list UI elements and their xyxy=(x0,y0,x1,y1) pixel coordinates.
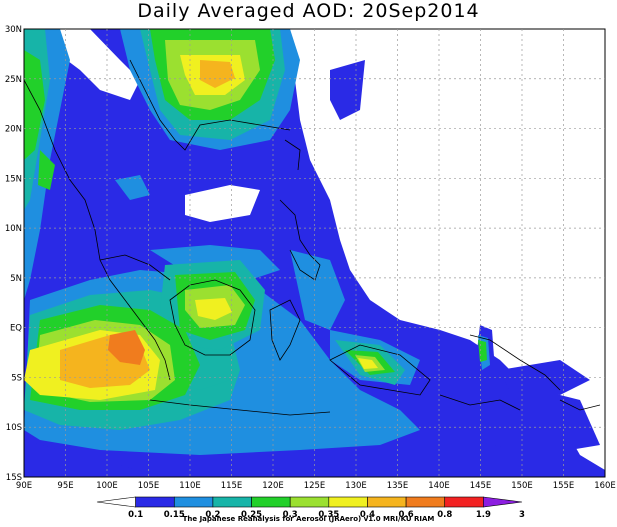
colorbar-label: 0.6 xyxy=(399,510,414,520)
colorbar-segment xyxy=(328,496,368,508)
lon-tick-label: 105E xyxy=(138,481,160,491)
lat-tick-label: 30N xyxy=(5,25,22,35)
colorbar-label: 0.4 xyxy=(360,510,375,520)
colorbar-label: 3 xyxy=(519,510,525,520)
lon-tick-label: 90E xyxy=(16,481,32,491)
lon-tick-label: 145E xyxy=(470,481,492,491)
lat-tick-label: 10S xyxy=(6,423,22,433)
lon-tick-label: 110E xyxy=(179,481,201,491)
lat-tick-label: 20N xyxy=(5,125,22,135)
lon-tick-label: 120E xyxy=(262,481,284,491)
map-title: Daily Averaged AOD: 20Sep2014 xyxy=(137,0,480,22)
aod-field xyxy=(24,29,605,477)
colorbar-label: 0.35 xyxy=(318,510,339,520)
lat-tick-label: 15S xyxy=(6,473,22,483)
lon-tick-label: 125E xyxy=(304,481,326,491)
colorbar-label: 0.1 xyxy=(128,510,143,520)
lat-tick-label: 10N xyxy=(5,224,22,234)
lat-tick-label: 15N xyxy=(5,174,22,184)
graticule xyxy=(24,29,605,477)
colorbar-label: 0.25 xyxy=(241,510,262,520)
colorbar-segment xyxy=(135,496,175,508)
lat-tick-label: 5S xyxy=(11,373,22,383)
colorbar-segment xyxy=(444,496,484,508)
longitude-tick-labels: 90E 95E 100E 105E 110E 115E 120E 125E 130E 135E 14… xyxy=(16,481,616,491)
colorbar xyxy=(96,496,523,508)
colorbar-segment xyxy=(483,496,523,508)
latitude-tick-labels: 30N 25N 20N 15N 10N 5N EQ 5S 10S 15S xyxy=(5,25,22,483)
colorbar-segment xyxy=(251,496,291,508)
lon-tick-label: 100E xyxy=(96,481,118,491)
coastlines xyxy=(24,59,601,416)
lat-tick-label: 5N xyxy=(10,274,22,284)
lat-tick-label: EQ xyxy=(10,324,22,334)
colorbar-segment xyxy=(96,496,136,508)
lon-tick-label: 140E xyxy=(428,481,450,491)
lon-tick-label: 135E xyxy=(387,481,409,491)
colorbar-label: 0.15 xyxy=(164,510,185,520)
colorbar-labels: 0.1 0.15 0.2 0.25 0.3 0.35 0.4 0.6 0.8 1.9 3 xyxy=(128,510,525,520)
colorbar-label: 0.8 xyxy=(437,510,452,520)
lon-tick-label: 95E xyxy=(57,481,73,491)
lon-tick-label: 115E xyxy=(221,481,243,491)
colorbar-segment xyxy=(289,496,330,508)
lon-tick-label: 155E xyxy=(553,481,575,491)
colorbar-segment xyxy=(173,496,214,508)
lon-tick-label: 130E xyxy=(345,481,367,491)
lon-tick-label: 150E xyxy=(511,481,533,491)
footer-credit: The Japanese Reanalysis for Aerosol (JRA… xyxy=(182,515,435,523)
colorbar-label: 1.9 xyxy=(476,510,491,520)
lon-tick-label: 160E xyxy=(594,481,616,491)
colorbar-segment xyxy=(405,496,446,508)
colorbar-segment xyxy=(212,496,252,508)
colorbar-segment xyxy=(367,496,407,508)
colorbar-label: 0.2 xyxy=(205,510,220,520)
colorbar-label: 0.3 xyxy=(283,510,298,520)
lat-tick-label: 25N xyxy=(5,75,22,85)
